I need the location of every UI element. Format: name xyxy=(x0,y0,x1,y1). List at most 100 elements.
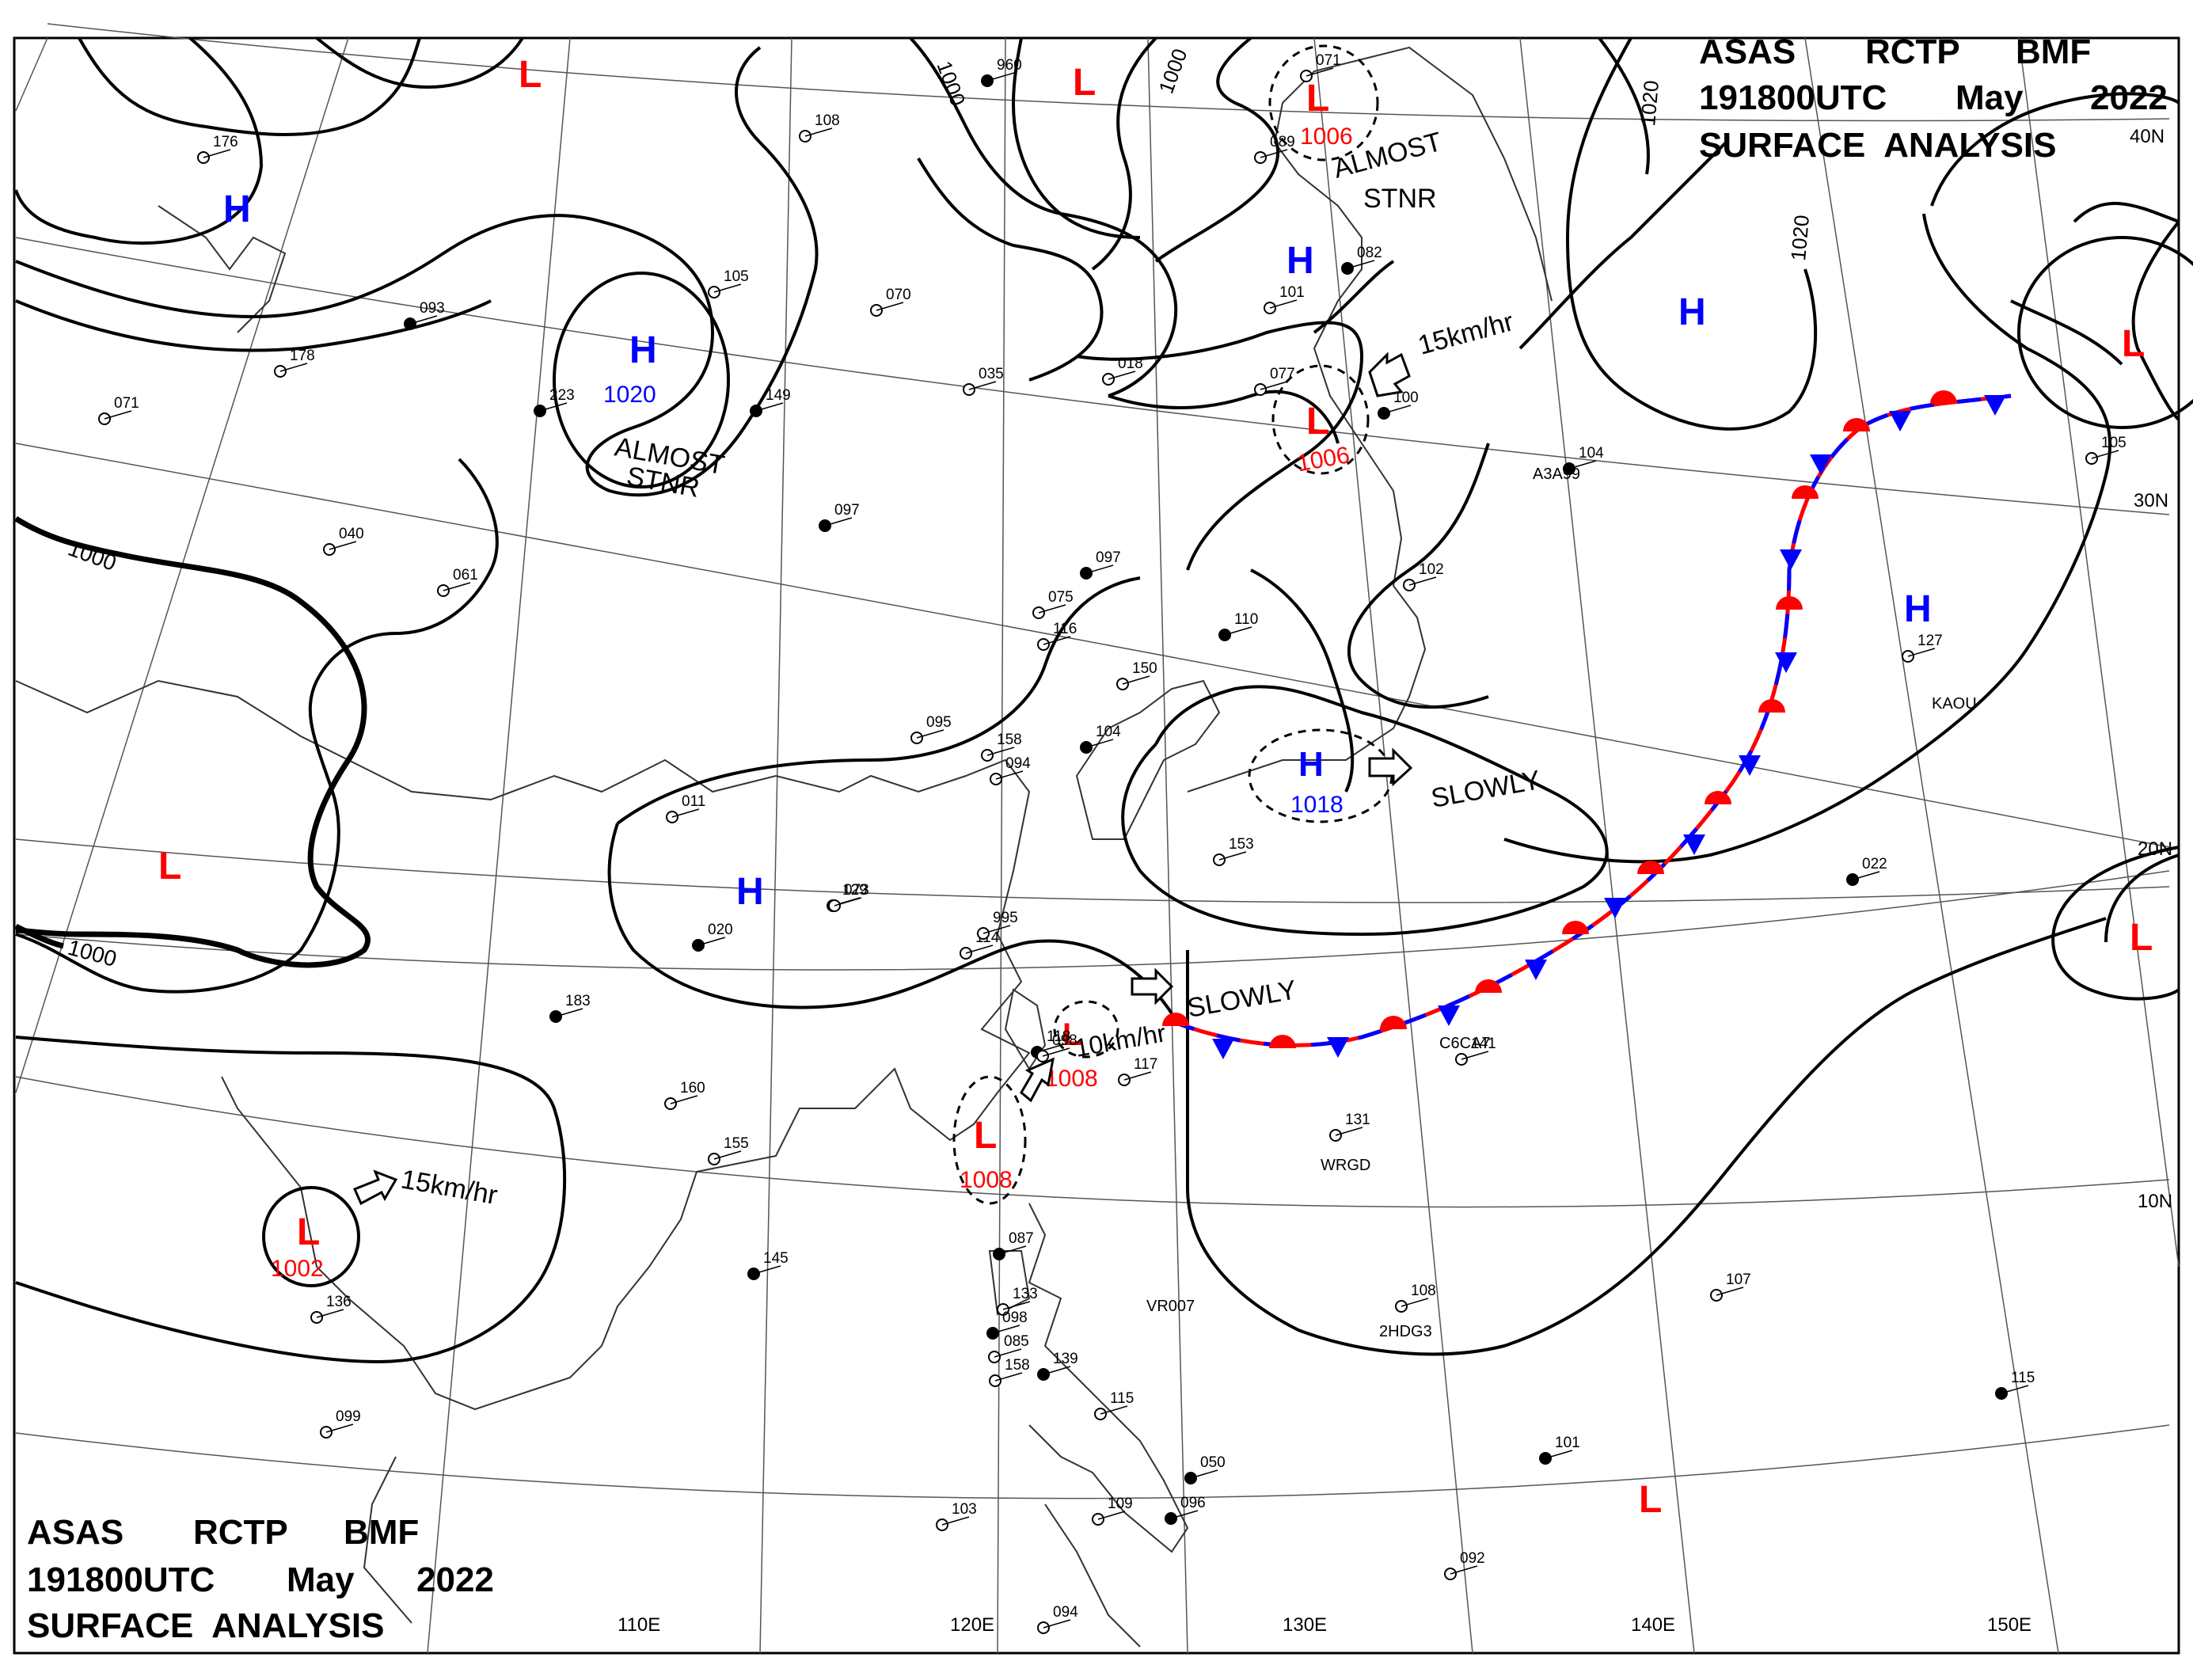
station-pressure-value: 022 xyxy=(1862,856,1887,872)
motion-arrow-icon xyxy=(352,1169,398,1206)
station-pressure-value: 061 xyxy=(453,567,478,583)
station-pressure-value: 099 xyxy=(336,1408,361,1425)
station-id: C6CA7 xyxy=(1439,1035,1490,1052)
station-pressure-value: 116 xyxy=(1053,621,1077,637)
wind-barb xyxy=(1347,260,1375,269)
wind-barb xyxy=(203,149,231,158)
station-pressure-value: 129 xyxy=(842,882,868,899)
station-id: KAOU xyxy=(1932,695,1977,713)
wind-barb xyxy=(1042,1047,1070,1057)
station-pressure-value: 082 xyxy=(1357,245,1382,261)
station-pressure-value: 149 xyxy=(766,387,791,404)
station-pressure-value: 223 xyxy=(549,387,575,404)
station-pressure-value: 995 xyxy=(993,910,1018,926)
wind-barb xyxy=(329,541,357,550)
warm-front-semicircle xyxy=(1843,418,1870,431)
motion-label-stnr: STNR xyxy=(1363,184,1437,214)
lon-label-120e: 120E xyxy=(950,1614,994,1636)
wind-barb xyxy=(876,302,904,311)
graticule-labels: 110E 120E 130E 140E 150E 40N 30N 20N 10N xyxy=(618,126,2172,1636)
low-center-symbol: L xyxy=(1062,1017,1081,1052)
motion-arrows xyxy=(352,352,1413,1206)
wind-barb xyxy=(1461,1051,1489,1060)
low-center-symbol: L xyxy=(158,846,181,888)
latitude-grid xyxy=(15,23,2170,1499)
station-pressure-value: 097 xyxy=(1096,549,1121,566)
warm-front-semicircle xyxy=(1162,1013,1189,1026)
wind-barb xyxy=(753,1265,781,1275)
station-pressure-value: 050 xyxy=(1200,1454,1226,1471)
station-pressure-value: 102 xyxy=(1419,561,1444,578)
station-pressure-value: 093 xyxy=(420,300,445,317)
station-pressure-value: 107 xyxy=(1726,1271,1751,1288)
cold-front-triangle xyxy=(1683,834,1705,855)
station-plots: 960 071 089 082 101 077 100 176 108 093 178 071 223 1… xyxy=(98,52,2126,1634)
station-pressure-value: 070 xyxy=(886,287,911,303)
lon-label-130e: 130E xyxy=(1283,1614,1327,1636)
high-center-symbol: H xyxy=(1298,745,1324,784)
station-pressure-value: 071 xyxy=(114,395,139,412)
wind-barb xyxy=(968,381,997,390)
station-pressure-value: 160 xyxy=(680,1080,705,1097)
station-pressure-value: 089 xyxy=(1270,134,1295,150)
wind-barb xyxy=(279,363,308,372)
low-center-symbol: L xyxy=(1306,78,1329,120)
wind-barb xyxy=(443,582,471,591)
cold-front-triangle xyxy=(1984,395,2006,416)
warm-front-semicircle xyxy=(1269,1035,1296,1048)
map-frame xyxy=(13,36,2180,1655)
header-top-month: May xyxy=(1955,78,2024,117)
wind-barb xyxy=(1401,1298,1429,1307)
station-pressure-value: 094 xyxy=(1005,755,1031,772)
wind-barb xyxy=(670,1095,698,1104)
wind-barb xyxy=(316,1309,344,1318)
lon-label-140e: 140E xyxy=(1631,1614,1675,1636)
station-pressure-value: 141 xyxy=(1471,1036,1496,1052)
header-top-year: 2022 xyxy=(2090,78,2168,117)
motion-arrow-icon xyxy=(1368,352,1411,397)
wind-barb xyxy=(994,1372,1023,1382)
station-pressure-value: 101 xyxy=(1279,284,1305,301)
wind-barb xyxy=(2091,450,2119,459)
wind-barb xyxy=(1123,1071,1152,1081)
cold-front-triangle xyxy=(1810,454,1832,475)
cold-front-triangle xyxy=(1604,898,1626,918)
station-pressure-value: 115 xyxy=(2011,1370,2035,1386)
station-pressure-value: 105 xyxy=(724,268,749,285)
isobar-1000-heavy xyxy=(14,516,371,968)
wind-barb xyxy=(824,517,853,526)
wind-barb xyxy=(1085,739,1114,748)
warm-front-semicircle xyxy=(1758,699,1785,713)
header-bottom-code1: ASAS xyxy=(27,1513,124,1552)
station-pressure-value: 098 xyxy=(1052,1032,1077,1049)
wind-barb xyxy=(995,770,1024,780)
station-pressure-value: 176 xyxy=(213,134,238,150)
header-bottom: ASAS RCTP BMF 191800UTC May 2022 SURFACE… xyxy=(27,1513,494,1645)
low-center-symbol: L xyxy=(2130,917,2153,959)
wind-barb xyxy=(1002,1301,1031,1310)
station-pressure-value: 098 xyxy=(1002,1309,1028,1326)
wind-barb xyxy=(1100,1405,1128,1415)
header-bottom-code3: BMF xyxy=(344,1513,419,1552)
station-pressure-value: 071 xyxy=(1316,52,1341,69)
wind-barb xyxy=(1108,371,1136,380)
station-id: VR007 xyxy=(1146,1298,1195,1315)
high-center-symbol: H xyxy=(1287,240,1314,282)
station-pressure-value: 018 xyxy=(1118,355,1143,372)
station-pressure-value: 133 xyxy=(1013,1286,1038,1302)
low-center-symbol: L xyxy=(974,1115,997,1157)
wind-barb xyxy=(1450,1565,1478,1575)
high-center-symbol: H xyxy=(629,329,657,371)
lon-label-150e: 150E xyxy=(1987,1614,2031,1636)
wind-barb xyxy=(1907,648,1936,657)
station-pressure-value: 011 xyxy=(682,793,705,810)
warm-front-semicircle xyxy=(1562,921,1589,934)
wind-barb xyxy=(1383,405,1412,414)
station-pressure-value: 960 xyxy=(997,57,1022,74)
low-center-symbol: L xyxy=(1639,1479,1662,1521)
wind-barb xyxy=(1269,299,1298,309)
station-pressure-value: 136 xyxy=(326,1294,352,1310)
wind-barb xyxy=(965,945,994,954)
wind-barb xyxy=(104,410,132,420)
high-center-value: 1020 xyxy=(603,382,656,408)
